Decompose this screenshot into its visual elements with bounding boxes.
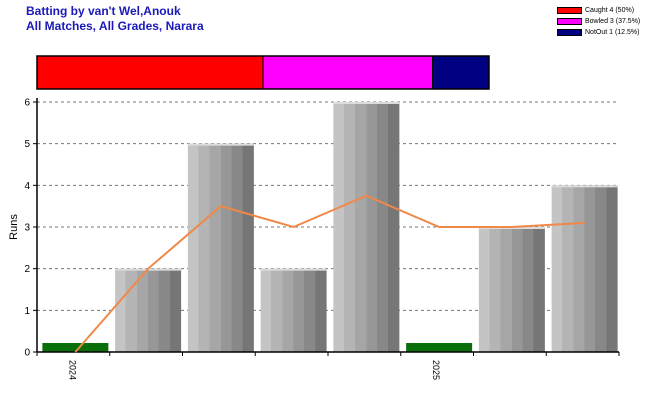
x-tick-label: 2025	[431, 360, 441, 380]
runs-bar	[551, 185, 618, 352]
runs-bar	[333, 102, 400, 352]
y-tick-label: 6	[24, 98, 30, 109]
runs-bar	[115, 268, 182, 352]
y-tick-label: 3	[24, 223, 30, 234]
dismissal-segment-caught	[37, 56, 263, 89]
legend-label-caught: Caught 4 (50%)	[585, 7, 635, 14]
average-line-group	[74, 194, 585, 353]
legend-label-notout: NotOut 1 (12.5%)	[585, 29, 640, 36]
chart-subtitle: All Matches, All Grades, Narara	[26, 19, 204, 33]
y-tick-label: 4	[24, 181, 30, 192]
dismissal-segment-notout	[432, 56, 489, 89]
y-tick-label: 0	[24, 348, 30, 359]
runs-bar	[187, 143, 254, 352]
y-axis-label: Runs	[8, 214, 20, 240]
legend-item-notout: NotOut 1 (12.5%)	[557, 27, 640, 38]
y-tick-label: 2	[24, 264, 30, 275]
dismissal-segment-bowled	[263, 56, 433, 89]
legend-swatch-bowled	[557, 18, 582, 25]
runs-bar	[478, 227, 545, 352]
runs-bar-top	[333, 102, 400, 104]
legend: Caught 4 (50%) Bowled 3 (37.5%) NotOut 1…	[557, 5, 640, 38]
runs-bar-top	[260, 268, 327, 271]
not-out-bar	[406, 343, 473, 352]
x-tick-label: 2024	[67, 360, 77, 380]
legend-item-bowled: Bowled 3 (37.5%)	[557, 16, 640, 27]
legend-item-caught: Caught 4 (50%)	[557, 5, 640, 16]
legend-swatch-caught	[557, 7, 582, 14]
runs-bar-top	[187, 143, 254, 146]
chart-title: Batting by van't Wel,Anouk	[26, 4, 181, 18]
y-tick-label: 1	[24, 306, 30, 317]
not-out-bar	[42, 343, 109, 352]
bars	[42, 102, 618, 352]
runs-bar	[260, 268, 327, 352]
average-line	[74, 194, 585, 353]
legend-label-bowled: Bowled 3 (37.5%)	[585, 18, 641, 25]
axes	[33, 98, 620, 356]
y-tick-label: 5	[24, 139, 30, 150]
axis-labels: 0 1 2 3 4 5 6 Runs 2024 2025	[8, 98, 441, 381]
legend-swatch-notout	[557, 29, 582, 36]
dismissal-bar	[36, 55, 490, 90]
runs-bar-top	[551, 185, 618, 188]
